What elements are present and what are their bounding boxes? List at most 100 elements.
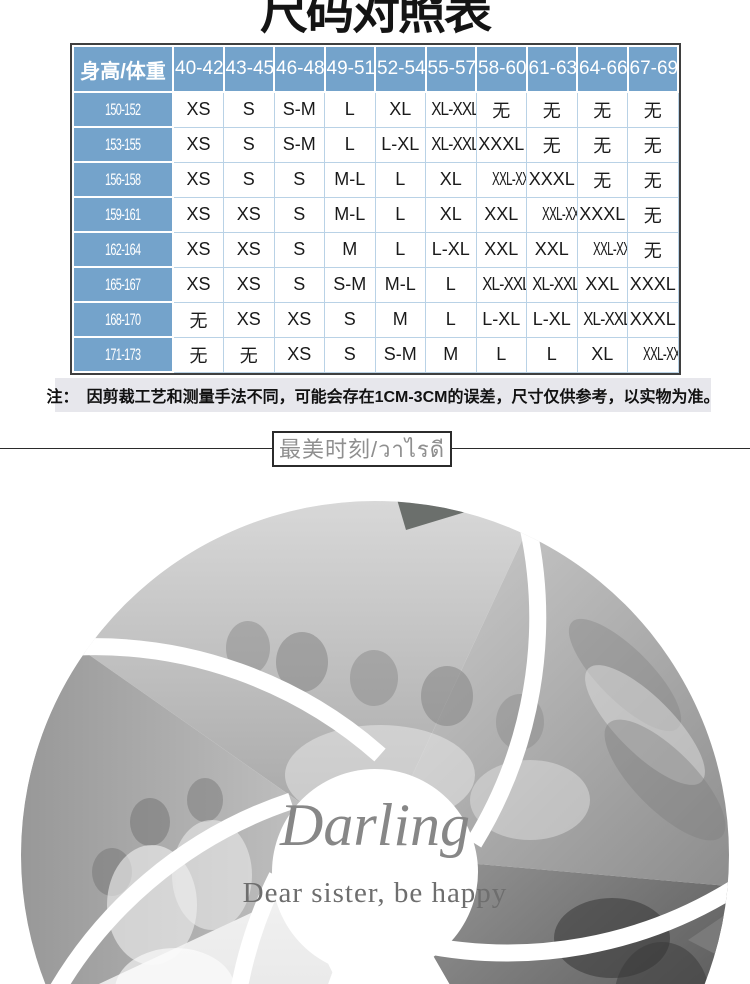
size-cell: XL-XXL (526, 266, 578, 303)
size-cell: 无 (576, 126, 628, 163)
size-cell: M-L (374, 266, 426, 303)
size-cell: S (324, 301, 376, 338)
size-cell: S (273, 266, 325, 303)
col-header: 61-63 (525, 45, 578, 93)
col-header: 43-45 (222, 45, 275, 93)
size-cell: 无 (172, 336, 224, 373)
row-label: 156-158 (72, 161, 174, 198)
col-header: 58-60 (475, 45, 528, 93)
note-text: 因剪裁工艺和测量手法不同，可能会存在1CM-3CM的误差，尺寸仅供参考，以实物为… (86, 389, 720, 406)
size-cell: 无 (172, 301, 224, 338)
size-cell: XXXL (526, 161, 578, 198)
size-chart-table: 身高/体重 40-42 43-45 46-48 49-51 52-54 55-57 58-60… (70, 43, 681, 375)
size-cell: XS (273, 301, 325, 338)
size-cell: S (324, 336, 376, 373)
size-cell: XL-XXL (425, 126, 477, 163)
size-cell: XXL (475, 231, 527, 268)
size-cell: 无 (627, 161, 679, 198)
table-row: 150-152 XS S S-M L XL XL-XXL 无无无无 (72, 91, 679, 128)
col-header: 64-66 (576, 45, 629, 93)
aperture-separators (39, 525, 729, 984)
size-cell: 无 (627, 126, 679, 163)
size-cell: L (425, 266, 477, 303)
size-cell: L (324, 91, 376, 128)
size-cell: XXL-XXXL (475, 161, 527, 198)
size-cell: L-XL (374, 126, 426, 163)
size-cell: XL (425, 196, 477, 233)
aperture-center (272, 769, 478, 975)
size-cell: S (223, 161, 275, 198)
size-cell: 无 (576, 161, 628, 198)
size-cell: S (273, 161, 325, 198)
size-cell: 无 (627, 231, 679, 268)
size-cell: S-M (273, 91, 325, 128)
col-header: 52-54 (374, 45, 427, 93)
size-cell: 无 (475, 91, 527, 128)
size-cell: M (374, 301, 426, 338)
col-header: 49-51 (323, 45, 376, 93)
row-label: 168-170 (72, 301, 174, 338)
col-header: 55-57 (424, 45, 477, 93)
size-cell: XS (172, 231, 224, 268)
photo-corner-dark-top (396, 501, 472, 530)
collage-blade-bottom-left (54, 855, 375, 984)
collage-subtitle: Dear sister, be happy (243, 877, 508, 909)
size-cell: XXL (526, 231, 578, 268)
size-table: 身高/体重 40-42 43-45 46-48 49-51 52-54 55-57 58-60… (72, 45, 679, 373)
size-cell: L (425, 301, 477, 338)
size-cell: XXL (475, 196, 527, 233)
size-cell: L (374, 231, 426, 268)
size-cell: 无 (526, 91, 578, 128)
section-label: 最美时刻/วาไรดี (272, 431, 452, 467)
size-cell: XXL-XXXL (576, 231, 628, 268)
size-cell: L (374, 196, 426, 233)
size-cell: XXL-XXXL (526, 196, 578, 233)
size-cell: XL-XXL (576, 301, 628, 338)
size-cell: XXXL (627, 301, 679, 338)
col-header-height-weight: 身高/体重 (72, 45, 174, 93)
size-cell: 无 (526, 126, 578, 163)
size-cell: L-XL (475, 301, 527, 338)
table-row: 153-155 XS S S-M L L-XL XL-XXL XXXL 无无无 (72, 126, 679, 163)
size-cell: XS (172, 91, 224, 128)
size-cell: XS (172, 161, 224, 198)
size-cell: XS (223, 196, 275, 233)
size-cell: M-L (324, 161, 376, 198)
size-cell: S (273, 196, 325, 233)
size-cell: L (374, 161, 426, 198)
size-cell: XS (223, 231, 275, 268)
size-cell: S (223, 126, 275, 163)
collage-svg: Darling Dear sister, be happy (21, 501, 729, 984)
size-cell: S-M (374, 336, 426, 373)
row-label: 171-173 (72, 336, 174, 373)
page-title: 尺码对照表 (259, 0, 492, 39)
size-cell: XS (223, 266, 275, 303)
row-label: 150-152 (72, 91, 174, 128)
size-cell: XS (273, 336, 325, 373)
col-header: 67-69 (626, 45, 679, 93)
photo-corner-dark-right (688, 898, 729, 972)
table-row: 168-170 无 XS XS S M L L-XL L-XL XL-XXL XXXL (72, 301, 679, 338)
size-cell: XXXL (576, 196, 628, 233)
size-cell: XL-XXL (475, 266, 527, 303)
page-title-wrap: 尺码对照表 (0, 0, 750, 42)
size-cell: 无 (627, 91, 679, 128)
size-cell: XL (576, 336, 628, 373)
size-cell: M (425, 336, 477, 373)
size-note: 注： 因剪裁工艺和测量手法不同，可能会存在1CM-3CM的误差，尺寸仅供参考，以… (47, 378, 719, 412)
table-header-row: 身高/体重 40-42 43-45 46-48 49-51 52-54 55-57 58-60… (72, 45, 679, 93)
size-cell: L-XL (526, 301, 578, 338)
size-cell: XXL-XXXL (627, 336, 679, 373)
size-cell: S-M (273, 126, 325, 163)
size-cell: L (526, 336, 578, 373)
row-label: 165-167 (72, 266, 174, 303)
size-cell: S (273, 231, 325, 268)
size-cell: M (324, 231, 376, 268)
size-cell: XS (172, 266, 224, 303)
col-header: 40-42 (172, 45, 225, 93)
